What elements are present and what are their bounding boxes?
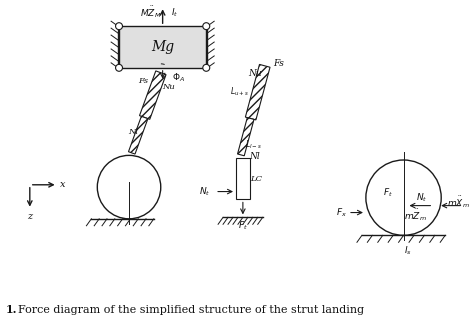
- Text: Mg: Mg: [151, 40, 174, 54]
- Polygon shape: [246, 65, 270, 120]
- Bar: [119, 26, 206, 68]
- Text: x: x: [60, 180, 65, 189]
- Circle shape: [116, 23, 122, 30]
- Text: Force diagram of the simplified structure of the strut landing: Force diagram of the simplified structur…: [18, 305, 364, 315]
- Text: $\Phi_A$: $\Phi_A$: [172, 72, 185, 84]
- Text: Fs: Fs: [273, 59, 284, 68]
- Text: Nu: Nu: [248, 69, 262, 78]
- Bar: [236, 158, 250, 199]
- Text: Nl: Nl: [249, 152, 260, 161]
- Text: $F_t$: $F_t$: [238, 219, 248, 231]
- Text: $m\ddot{X}_m$: $m\ddot{X}_m$: [447, 195, 469, 210]
- Text: $L_{u+s}$: $L_{u+s}$: [230, 86, 249, 99]
- Circle shape: [203, 64, 210, 71]
- Text: $F_t$: $F_t$: [383, 187, 392, 199]
- Text: $m\ddot{Z}_m$: $m\ddot{Z}_m$: [404, 208, 427, 223]
- Polygon shape: [139, 71, 166, 119]
- Text: $N_t$: $N_t$: [416, 191, 427, 204]
- Text: Nl: Nl: [128, 128, 138, 136]
- Text: $F_x$: $F_x$: [336, 206, 346, 219]
- Text: $N_t$: $N_t$: [200, 185, 211, 198]
- Text: 1.: 1.: [6, 304, 18, 315]
- Polygon shape: [128, 116, 148, 154]
- Text: $I_s$: $I_s$: [403, 245, 411, 257]
- Text: $M\ddot{Z}_M$: $M\ddot{Z}_M$: [140, 4, 162, 20]
- Text: Fs: Fs: [138, 77, 148, 85]
- Text: Nu: Nu: [163, 82, 175, 91]
- Text: $L_{l-s}$: $L_{l-s}$: [245, 138, 262, 151]
- Circle shape: [203, 23, 210, 30]
- Text: z: z: [27, 212, 32, 221]
- Polygon shape: [237, 117, 254, 156]
- Text: LC: LC: [250, 175, 262, 183]
- Text: $I_t$: $I_t$: [171, 6, 178, 19]
- Circle shape: [116, 64, 122, 71]
